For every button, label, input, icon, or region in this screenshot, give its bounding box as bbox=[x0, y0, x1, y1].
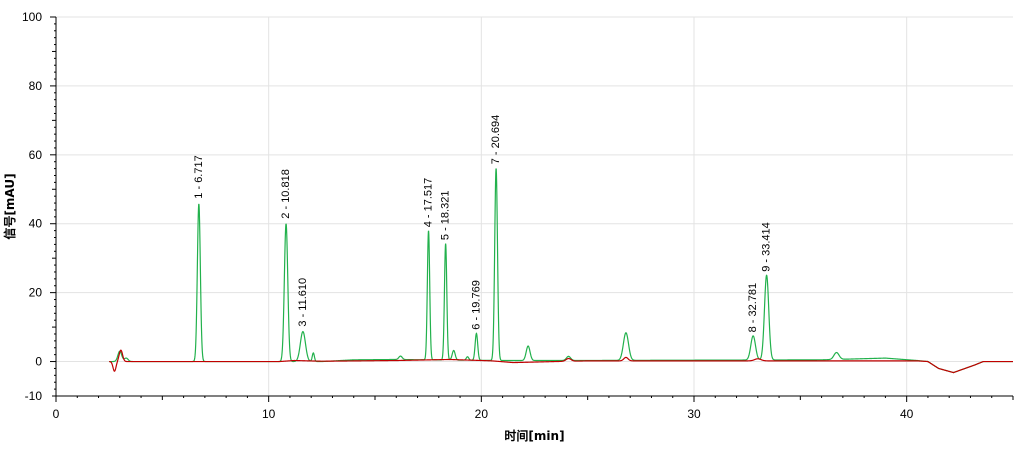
y-tick-label: 20 bbox=[29, 286, 43, 300]
y-tick-label: 0 bbox=[35, 355, 42, 369]
x-axis-title: 时间[min] bbox=[504, 428, 564, 443]
x-tick-label: 30 bbox=[687, 407, 701, 421]
y-axis-title: 信号[mAU] bbox=[2, 173, 17, 239]
peak-label: 5 - 18.321 bbox=[440, 191, 452, 241]
y-tick-label: 100 bbox=[22, 10, 42, 24]
peak-label: 7 - 20.694 bbox=[490, 115, 502, 165]
peak-label: 6 - 19.769 bbox=[470, 280, 482, 330]
peak-label: 9 - 33.414 bbox=[761, 222, 773, 272]
x-tick-label: 40 bbox=[900, 407, 914, 421]
series-layer bbox=[109, 168, 1013, 374]
peak-label: 1 - 6.717 bbox=[193, 155, 205, 198]
y-tick-label: -10 bbox=[25, 389, 43, 403]
series-line-2 bbox=[109, 349, 1013, 374]
peak-label: 2 - 10.818 bbox=[280, 169, 292, 219]
tick-labels: 0 20 40 60 80 100 -10 0 10 20 30 40 bbox=[22, 10, 914, 421]
peak-label: 4 - 17.517 bbox=[423, 178, 435, 228]
y-tick-label: 60 bbox=[29, 148, 43, 162]
peak-label: 3 - 11.610 bbox=[297, 278, 309, 327]
axes bbox=[50, 16, 1014, 402]
peak-label: 8 - 32.781 bbox=[747, 283, 759, 333]
series-line-1 bbox=[109, 168, 1013, 374]
x-tick-label: 10 bbox=[262, 407, 276, 421]
y-tick-label: 40 bbox=[29, 217, 43, 231]
y-tick-label: 80 bbox=[29, 79, 43, 93]
x-tick-label: 20 bbox=[475, 407, 489, 421]
x-tick-label: 0 bbox=[53, 407, 60, 421]
peak-annotations: 1 - 6.717 2 - 10.818 3 - 11.610 4 - 17.517 5… bbox=[193, 115, 773, 333]
